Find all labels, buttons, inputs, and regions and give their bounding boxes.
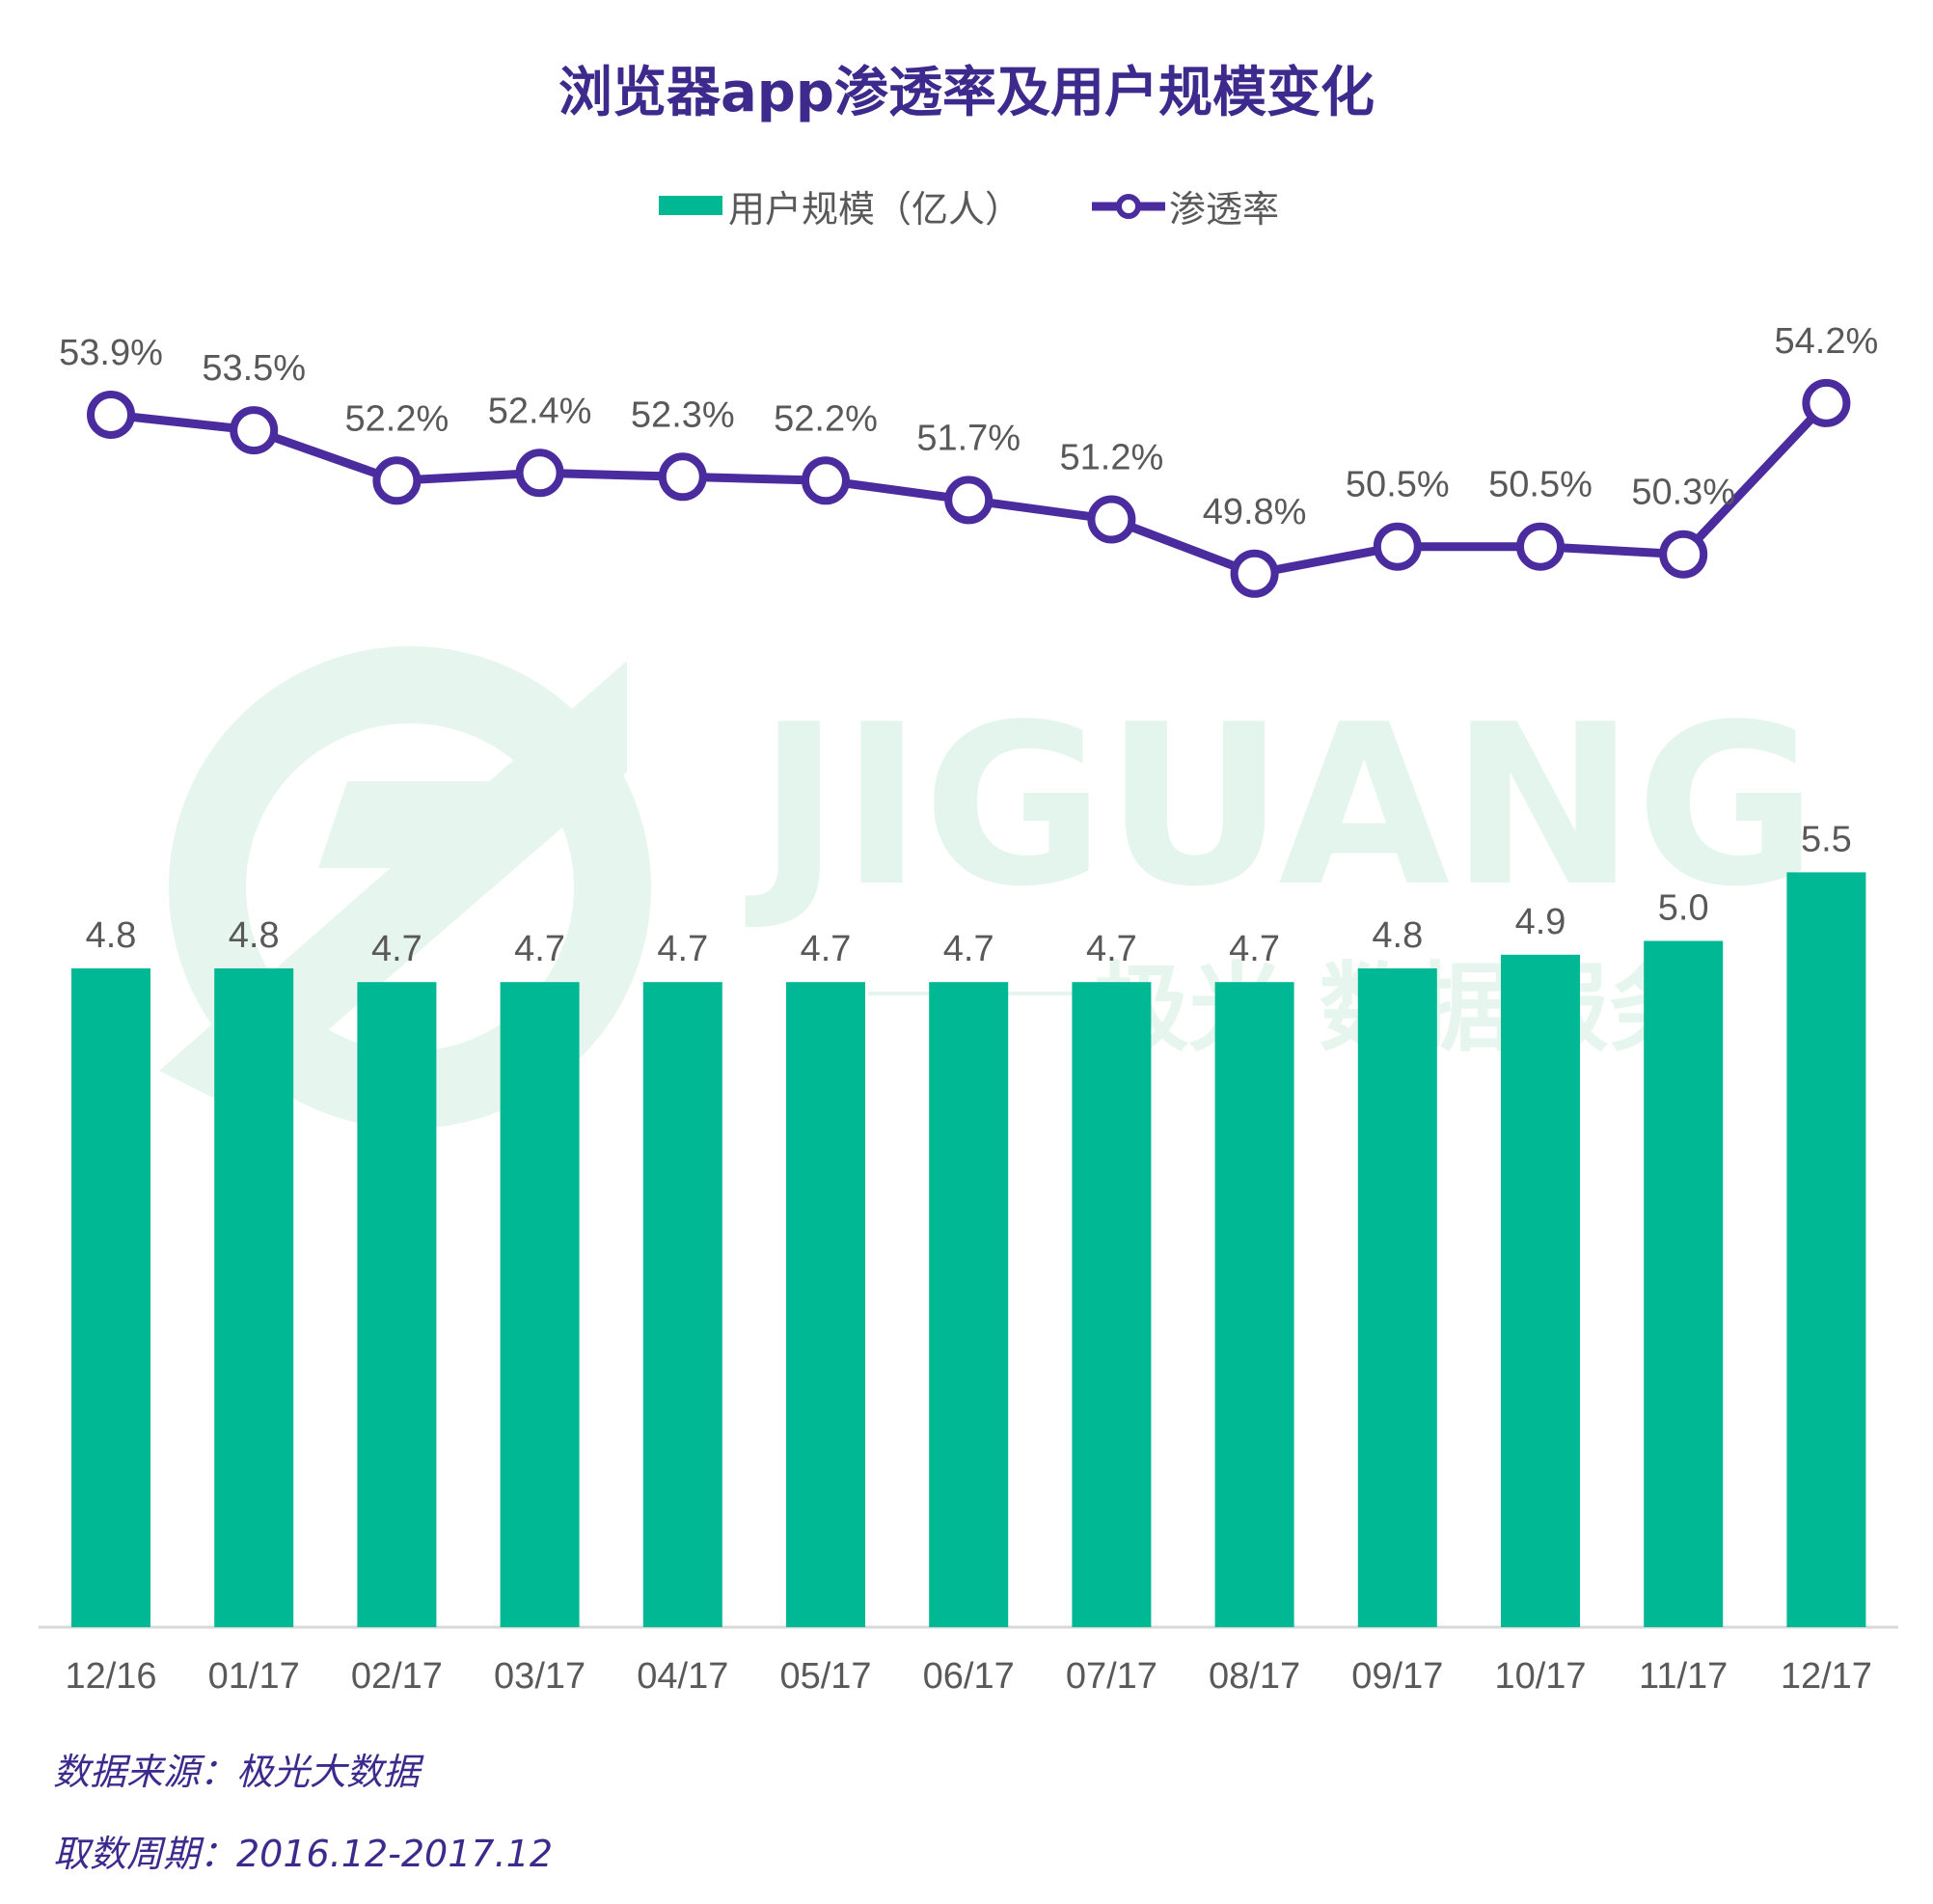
legend-bar-swatch (659, 196, 722, 215)
line-value-label: 53.5% (202, 348, 306, 389)
bar-08-17 (1214, 982, 1294, 1627)
line-value-label: 50.5% (1488, 465, 1593, 505)
bar-value-label: 5.0 (1658, 888, 1709, 929)
bar-04-17 (642, 982, 722, 1627)
bar-value-label: 4.7 (1229, 929, 1280, 969)
bar-02-17 (357, 982, 437, 1627)
bar-value-label: 4.8 (1372, 915, 1423, 956)
line-point-04-17 (658, 452, 707, 502)
line-value-label: 51.7% (916, 418, 1021, 458)
bar-value-label: 4.7 (1086, 929, 1137, 969)
bar-value-label: 4.8 (86, 915, 137, 956)
bar-07-17 (1072, 982, 1152, 1627)
bar-series (71, 872, 1866, 1627)
line-point-01-17 (230, 406, 279, 455)
line-value-label: 50.3% (1631, 473, 1735, 513)
x-tick-label: 09/17 (1351, 1656, 1443, 1697)
legend-line-marker (1116, 194, 1141, 219)
line-point-08-17 (1230, 549, 1279, 598)
bar-01-17 (214, 968, 294, 1627)
line-point-12-16 (87, 391, 135, 439)
x-tick-label: 06/17 (923, 1656, 1015, 1697)
x-tick-label: 10/17 (1494, 1656, 1586, 1697)
legend-bar-label: 用户规模（亿人） (728, 188, 1021, 231)
bar-10-17 (1501, 954, 1580, 1627)
line-series (87, 378, 1851, 598)
line-labels: 53.9% 53.5% 52.2% 52.4% 52.3% 52.2% 51.7% 51.2%… (59, 321, 1878, 532)
line-point-10-17 (1516, 522, 1565, 571)
x-tick-label: 11/17 (1639, 1656, 1728, 1697)
line-point-03-17 (515, 449, 564, 498)
bar-12-16 (71, 968, 150, 1627)
bar-value-label: 4.7 (371, 929, 422, 969)
bar-value-label: 5.5 (1801, 819, 1852, 859)
bar-03-17 (500, 982, 580, 1627)
x-tick-label: 08/17 (1209, 1656, 1300, 1697)
x-tick-label: 07/17 (1066, 1656, 1157, 1697)
watermark-brand: JIGUANG (746, 678, 1818, 936)
x-tick-label: 05/17 (779, 1656, 871, 1697)
bar-value-label: 4.7 (657, 929, 708, 969)
line-value-label: 52.2% (774, 398, 878, 439)
line-point-11-17 (1659, 530, 1708, 579)
x-tick-label: 12/16 (65, 1656, 156, 1697)
line-point-07-17 (1087, 495, 1136, 544)
line-value-label: 50.5% (1346, 465, 1450, 505)
bar-09-17 (1357, 968, 1437, 1627)
bar-value-label: 4.7 (943, 929, 994, 969)
x-tick-label: 12/17 (1781, 1656, 1872, 1697)
x-tick-label: 01/17 (208, 1656, 300, 1697)
watermark-arrow-head (318, 781, 540, 868)
bar-12-17 (1786, 872, 1866, 1627)
legend: 用户规模（亿人） 渗透率 (659, 188, 1279, 231)
line-point-06-17 (944, 476, 994, 525)
legend-line-label: 渗透率 (1169, 188, 1279, 231)
bar-value-label: 4.8 (229, 915, 280, 956)
bar-05-17 (786, 982, 865, 1627)
line-value-label: 52.2% (345, 398, 449, 439)
x-tick-label: 04/17 (637, 1656, 728, 1697)
x-tick-label: 02/17 (351, 1656, 443, 1697)
chart-title: 浏览器app渗透率及用户规模变化 (558, 62, 1375, 124)
bar-labels: 4.8 4.8 4.7 4.7 4.7 4.7 4.7 4.7 4.7 4.8 4.9 5.0 5.5 (86, 819, 1852, 969)
period-note: 取数周期：2016.12-2017.12 (53, 1833, 553, 1875)
line-point-12-17 (1802, 378, 1851, 427)
bar-value-label: 4.7 (801, 929, 852, 969)
line-point-05-17 (802, 456, 850, 505)
line-value-label: 49.8% (1203, 492, 1307, 532)
line-value-label: 52.4% (488, 391, 592, 431)
line-value-label: 51.2% (1060, 438, 1164, 478)
x-axis-ticks: 12/16 01/17 02/17 03/17 04/17 05/17 06/17 07/17… (65, 1656, 1871, 1697)
x-tick-label: 03/17 (494, 1656, 585, 1697)
bar-06-17 (929, 982, 1009, 1627)
line-point-02-17 (372, 456, 422, 505)
bar-value-label: 4.7 (514, 929, 565, 969)
line-value-label: 52.3% (631, 394, 735, 435)
bar-11-17 (1644, 940, 1724, 1627)
line-value-label: 54.2% (1775, 321, 1879, 362)
source-note: 数据来源：极光大数据 (53, 1751, 424, 1793)
bar-value-label: 4.9 (1515, 902, 1566, 942)
line-point-09-17 (1373, 522, 1422, 571)
line-value-label: 53.9% (59, 333, 163, 373)
